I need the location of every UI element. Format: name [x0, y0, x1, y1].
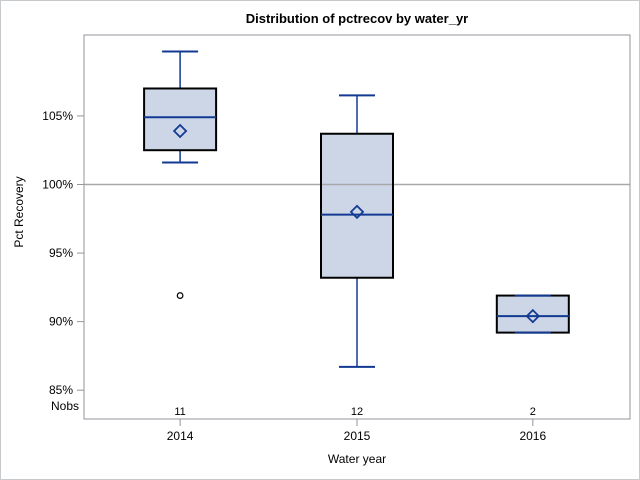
box-border-2015 — [320, 132, 394, 279]
mean-diamond-marker-2016 — [525, 308, 541, 324]
y-tick-label: 105% — [42, 109, 73, 123]
mean-diamond-marker-2014 — [172, 123, 188, 139]
x-tick-label: 2014 — [167, 429, 194, 443]
nobs-value: 11 — [174, 406, 185, 418]
nobs-value: 2 — [530, 406, 536, 418]
y-tick-label: 85% — [49, 383, 73, 397]
nobs-value: 12 — [351, 406, 363, 418]
nobs-row-label: Nobs — [50, 399, 79, 413]
y-tick-label: 100% — [42, 177, 73, 191]
box-fill-2014 — [144, 88, 217, 151]
outlier-marker-2014 — [176, 292, 184, 299]
box-fill-2016 — [496, 295, 569, 333]
mean-diamond-marker-2015 — [349, 204, 365, 220]
x-tick-label: 2015 — [344, 429, 371, 443]
y-tick-label: 95% — [49, 246, 73, 260]
x-tick-label: 2016 — [519, 429, 546, 443]
x-axis-title: Water year — [327, 452, 387, 466]
box-border-2014 — [143, 87, 218, 152]
chart-title: Distribution of pctrecov by water_yr — [245, 11, 469, 26]
y-tick-label: 90% — [49, 315, 73, 329]
